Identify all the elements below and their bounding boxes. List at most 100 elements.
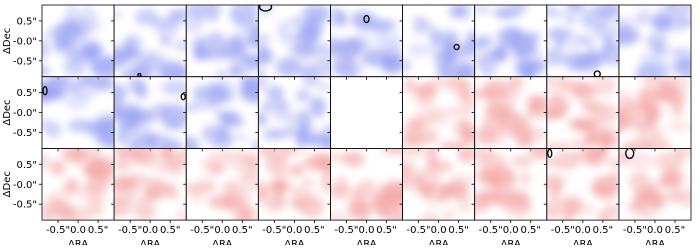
emission-blob [42, 201, 57, 221]
emission-blob [114, 176, 136, 190]
emission-blob [580, 101, 601, 110]
x-axis-label: ΔRA [284, 239, 304, 245]
emission-blob [229, 63, 243, 76]
emission-blob [121, 66, 152, 77]
x-tick-label: 0.0 [70, 225, 86, 236]
emission-blob [575, 34, 593, 46]
emission-blob [91, 18, 102, 31]
emission-blob [635, 62, 663, 77]
emission-blob [597, 148, 609, 159]
emission-map [618, 5, 692, 77]
emission-blob [63, 57, 87, 76]
emission-blob [419, 211, 441, 221]
emission-blob [186, 103, 200, 112]
emission-map [186, 5, 259, 77]
emission-map [474, 5, 547, 77]
emission-blob [603, 203, 619, 215]
emission-blob [402, 148, 427, 157]
x-tick-label: 0.5" [448, 225, 469, 236]
emission-blob [350, 10, 374, 28]
emission-blob [662, 192, 683, 202]
y-tick-label: -0.0" [13, 180, 37, 191]
emission-blob [65, 5, 78, 28]
emission-blob [237, 16, 259, 32]
emission-blob [115, 124, 129, 147]
emission-map [402, 76, 475, 149]
panel [42, 148, 115, 221]
panel [618, 148, 692, 219]
emission-map [546, 76, 619, 149]
y-axis-label: ΔDec [2, 171, 13, 197]
panel [330, 148, 403, 221]
emission-blob [443, 210, 454, 220]
emission-blob [186, 5, 196, 11]
emission-blob [527, 94, 542, 114]
emission-blob [295, 89, 311, 102]
emission-blob [330, 210, 350, 221]
emission-blob [446, 76, 470, 89]
emission-blob [42, 116, 51, 133]
emission-blob [546, 142, 570, 149]
emission-blob [237, 189, 251, 213]
emission-map [546, 5, 619, 73]
emission-map [330, 7, 403, 77]
emission-blob [203, 5, 221, 22]
emission-blob [644, 139, 672, 149]
emission-map [42, 148, 115, 221]
emission-map [258, 5, 331, 77]
x-tick-label: -0.5" [118, 225, 142, 236]
y-axis-label: ΔDec [2, 99, 13, 125]
emission-blob [483, 79, 511, 99]
emission-blob [664, 164, 676, 183]
panel [618, 76, 692, 149]
emission-blob [669, 60, 692, 71]
x-tick-label: 0.0 [575, 225, 591, 236]
emission-blob [61, 181, 78, 195]
emission-blob [474, 40, 492, 49]
emission-blob [603, 36, 614, 51]
emission-blob [632, 15, 655, 25]
emission-blob [245, 153, 259, 175]
emission-blob [322, 123, 331, 147]
y-tick-label: 0.5" [16, 160, 37, 171]
emission-blob [361, 49, 390, 67]
emission-blob [114, 42, 130, 54]
panel [258, 76, 331, 149]
emission-blob [618, 91, 633, 107]
emission-blob [287, 16, 299, 26]
emission-blob [659, 152, 672, 169]
emission-blob [186, 136, 200, 149]
emission-blob [660, 48, 690, 57]
panel [42, 5, 115, 77]
y-tick-label: -0.0" [13, 108, 37, 119]
contour [547, 148, 553, 159]
emission-blob [290, 163, 306, 175]
emission-blob [42, 153, 52, 170]
emission-blob [554, 150, 579, 171]
panel [186, 148, 259, 221]
x-tick-label: 0.5" [665, 225, 686, 236]
emission-blob [64, 47, 93, 62]
emission-blob [407, 42, 429, 58]
emission-blob [565, 14, 576, 25]
emission-blob [645, 32, 668, 52]
emission-blob [448, 5, 465, 19]
x-tick-label: 0.0 [359, 225, 375, 236]
emission-blob [382, 148, 403, 155]
emission-blob [83, 161, 102, 180]
panel [474, 76, 547, 148]
emission-blob [554, 38, 567, 48]
y-axis-label: ΔDec [2, 28, 13, 54]
emission-blob [412, 14, 425, 35]
emission-blob [474, 148, 496, 164]
emission-blob [129, 148, 142, 164]
emission-blob [159, 61, 187, 77]
emission-blob [258, 76, 269, 91]
emission-map [258, 148, 331, 218]
x-axis-label: ΔRA [645, 239, 665, 245]
emission-blob [134, 8, 158, 26]
x-tick-label: 0.5" [376, 225, 397, 236]
panel [114, 8, 187, 77]
emission-blob [637, 206, 658, 219]
contour [363, 14, 370, 24]
